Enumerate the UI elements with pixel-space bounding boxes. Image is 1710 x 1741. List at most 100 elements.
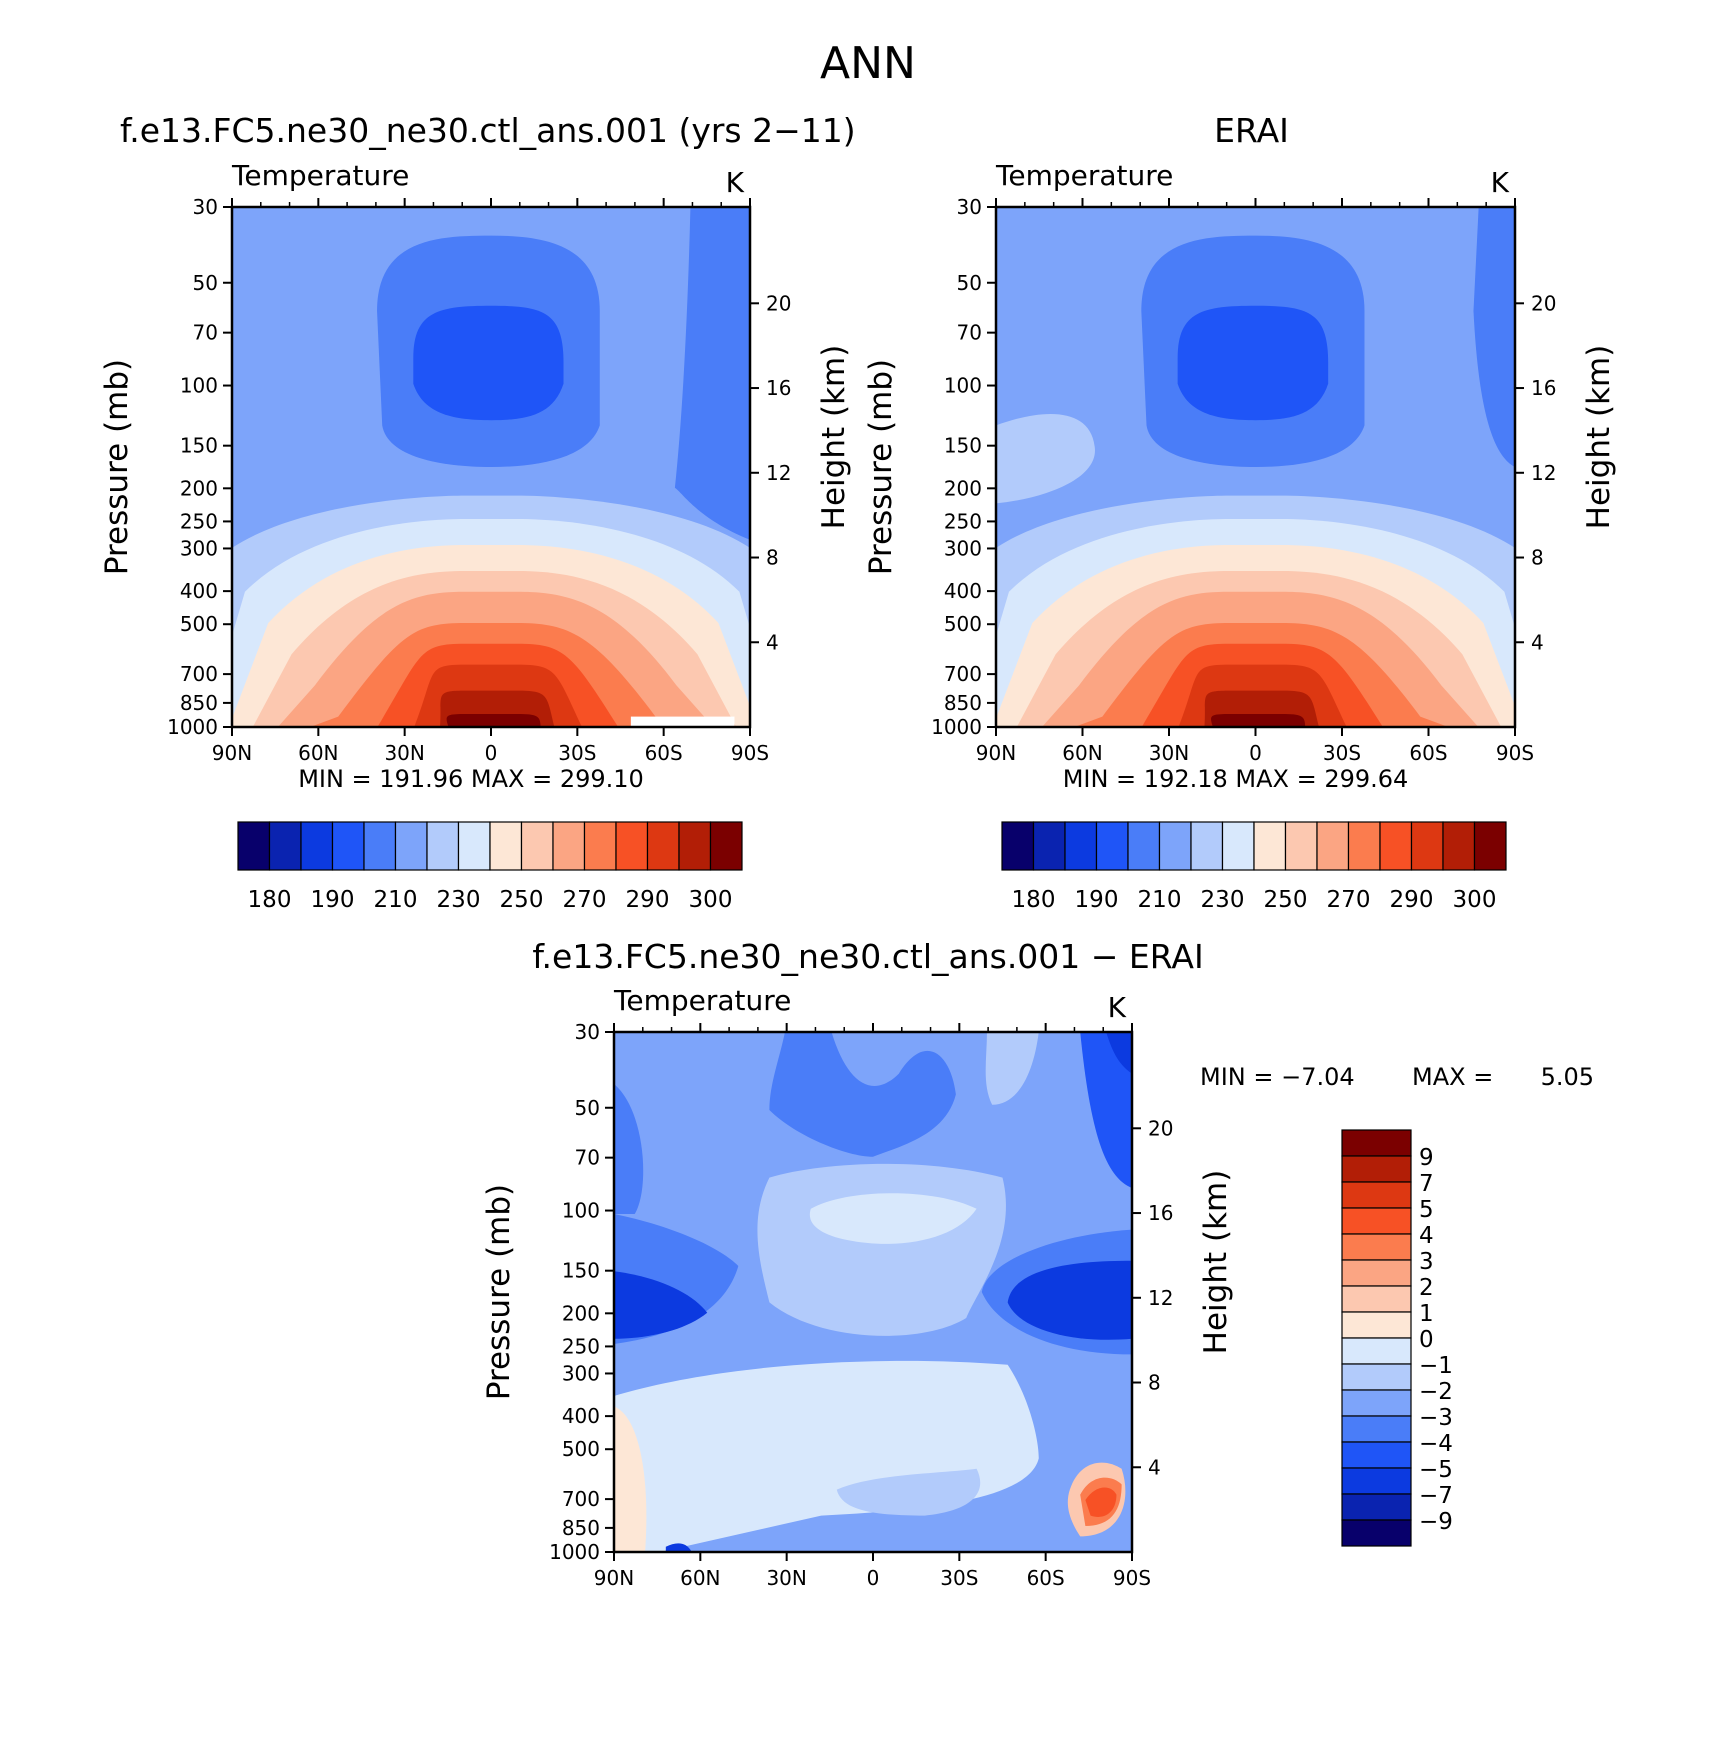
colorbar-box <box>1379 821 1413 871</box>
panel-diff: 305070100150200250300400500700850100090N… <box>481 937 1594 1590</box>
colorbar-label: 7 <box>1419 1171 1434 1197</box>
colorbar-box <box>678 821 712 871</box>
y-tick-label: 1000 <box>167 715 218 739</box>
contour-band <box>1211 714 1306 727</box>
colorbar-box <box>1341 1155 1412 1183</box>
height-tick-label: 16 <box>1148 1201 1173 1225</box>
contour-field <box>614 1032 1132 1552</box>
units-label: K <box>1108 991 1127 1024</box>
height-tick-label: 12 <box>766 461 791 485</box>
colorbar-box <box>1341 1363 1412 1391</box>
colorbar-box <box>1341 1519 1412 1547</box>
y-axis-label: Pressure (mb) <box>863 359 899 575</box>
y-tick-label: 100 <box>944 374 982 398</box>
colorbar-box <box>363 821 397 871</box>
colorbar-label: −9 <box>1419 1509 1453 1535</box>
colorbar-label: 180 <box>248 887 292 913</box>
height-tick-label: 8 <box>766 546 779 570</box>
y-tick-label: 500 <box>562 1437 600 1461</box>
y-tick-label: 300 <box>944 536 982 560</box>
colorbar-box <box>1341 1337 1412 1365</box>
height-tick-label: 12 <box>1148 1286 1173 1310</box>
contour-band <box>1473 207 1515 467</box>
y-tick-label: 100 <box>180 374 218 398</box>
colorbar-label: −3 <box>1419 1405 1453 1431</box>
contour-band <box>1085 1487 1117 1517</box>
contour-band <box>985 1032 1039 1105</box>
y-tick-label: 300 <box>562 1361 600 1385</box>
colorbar-label: 230 <box>1201 887 1245 913</box>
x-tick-label: 30S <box>558 741 596 765</box>
colorbar-box <box>457 821 491 871</box>
variable-label: Temperature <box>995 159 1173 192</box>
height-tick-label: 8 <box>1531 546 1544 570</box>
y-tick-label: 1000 <box>549 1540 600 1564</box>
contour-band <box>674 207 750 540</box>
colorbar-label: 1 <box>1419 1301 1434 1327</box>
y-tick-label: 400 <box>180 579 218 603</box>
colorbar-box <box>1341 1493 1412 1521</box>
y2-axis-label: Height (km) <box>1581 345 1617 530</box>
colorbar-box <box>1341 1311 1412 1339</box>
contour-band <box>413 305 564 421</box>
colorbar-box <box>1064 821 1098 871</box>
contour-band <box>996 413 1095 504</box>
contour-band <box>446 714 541 727</box>
height-tick-label: 16 <box>766 376 791 400</box>
colorbar-box <box>1473 821 1507 871</box>
missing-data-mask <box>630 716 735 727</box>
height-tick-label: 20 <box>1148 1116 1173 1140</box>
y-tick-label: 300 <box>180 536 218 560</box>
x-tick-label: 60S <box>1027 1566 1065 1590</box>
colorbar-box <box>1341 1467 1412 1495</box>
y-tick-label: 850 <box>562 1516 600 1540</box>
y-tick-label: 850 <box>180 691 218 715</box>
contour-band <box>1080 1032 1132 1188</box>
x-tick-label: 30N <box>766 1566 806 1590</box>
colorbar-box <box>1253 821 1287 871</box>
colorbar-label: −4 <box>1419 1431 1453 1457</box>
colorbar-box <box>331 821 365 871</box>
colorbar-box <box>1347 821 1381 871</box>
colorbar-box <box>1341 1207 1412 1235</box>
colorbar-box <box>1410 821 1444 871</box>
x-tick-label: 30S <box>940 1566 978 1590</box>
min-max-stats: MIN = 192.18 MAX = 299.64 <box>1063 765 1409 793</box>
contour-band <box>1106 1032 1132 1074</box>
colorbar-box <box>1341 1129 1412 1157</box>
colorbar-label: 180 <box>1012 887 1056 913</box>
units-label: K <box>726 166 745 199</box>
panel-obs: 305070100150200250300400500700850100090N… <box>863 111 1617 913</box>
x-tick-label: 90N <box>594 1566 634 1590</box>
height-tick-label: 4 <box>1148 1455 1161 1479</box>
y2-axis-label: Height (km) <box>816 345 852 530</box>
y-tick-label: 1000 <box>931 715 982 739</box>
max-stat-value: 5.05 <box>1541 1063 1594 1091</box>
height-tick-label: 8 <box>1148 1371 1161 1395</box>
contour-field <box>996 207 1515 727</box>
colorbar-label: 270 <box>1327 887 1371 913</box>
colorbar-box <box>615 821 649 871</box>
height-tick-label: 16 <box>1531 376 1556 400</box>
colorbar-box <box>1341 1441 1412 1469</box>
min-stat: MIN = −7.04 <box>1200 1063 1355 1091</box>
colorbar-label: 2 <box>1419 1275 1434 1301</box>
colorbar-label: 290 <box>1390 887 1434 913</box>
height-tick-label: 12 <box>1531 461 1556 485</box>
colorbar-box <box>268 821 302 871</box>
min-max-stats: MIN = 191.96 MAX = 299.10 <box>298 765 644 793</box>
colorbar-label: 4 <box>1419 1223 1434 1249</box>
y-tick-label: 700 <box>944 662 982 686</box>
colorbar-box <box>1158 821 1192 871</box>
y-tick-label: 400 <box>944 579 982 603</box>
main-title: ANN <box>820 38 916 89</box>
y-tick-label: 500 <box>944 612 982 636</box>
x-tick-label: 60N <box>298 741 338 765</box>
colorbar-label: 190 <box>311 887 355 913</box>
colorbar-label: 270 <box>563 887 607 913</box>
colorbar-box <box>426 821 460 871</box>
variable-label: Temperature <box>613 984 791 1017</box>
x-tick-label: 90S <box>1496 741 1534 765</box>
colorbar-box <box>237 821 271 871</box>
y-tick-label: 700 <box>180 662 218 686</box>
